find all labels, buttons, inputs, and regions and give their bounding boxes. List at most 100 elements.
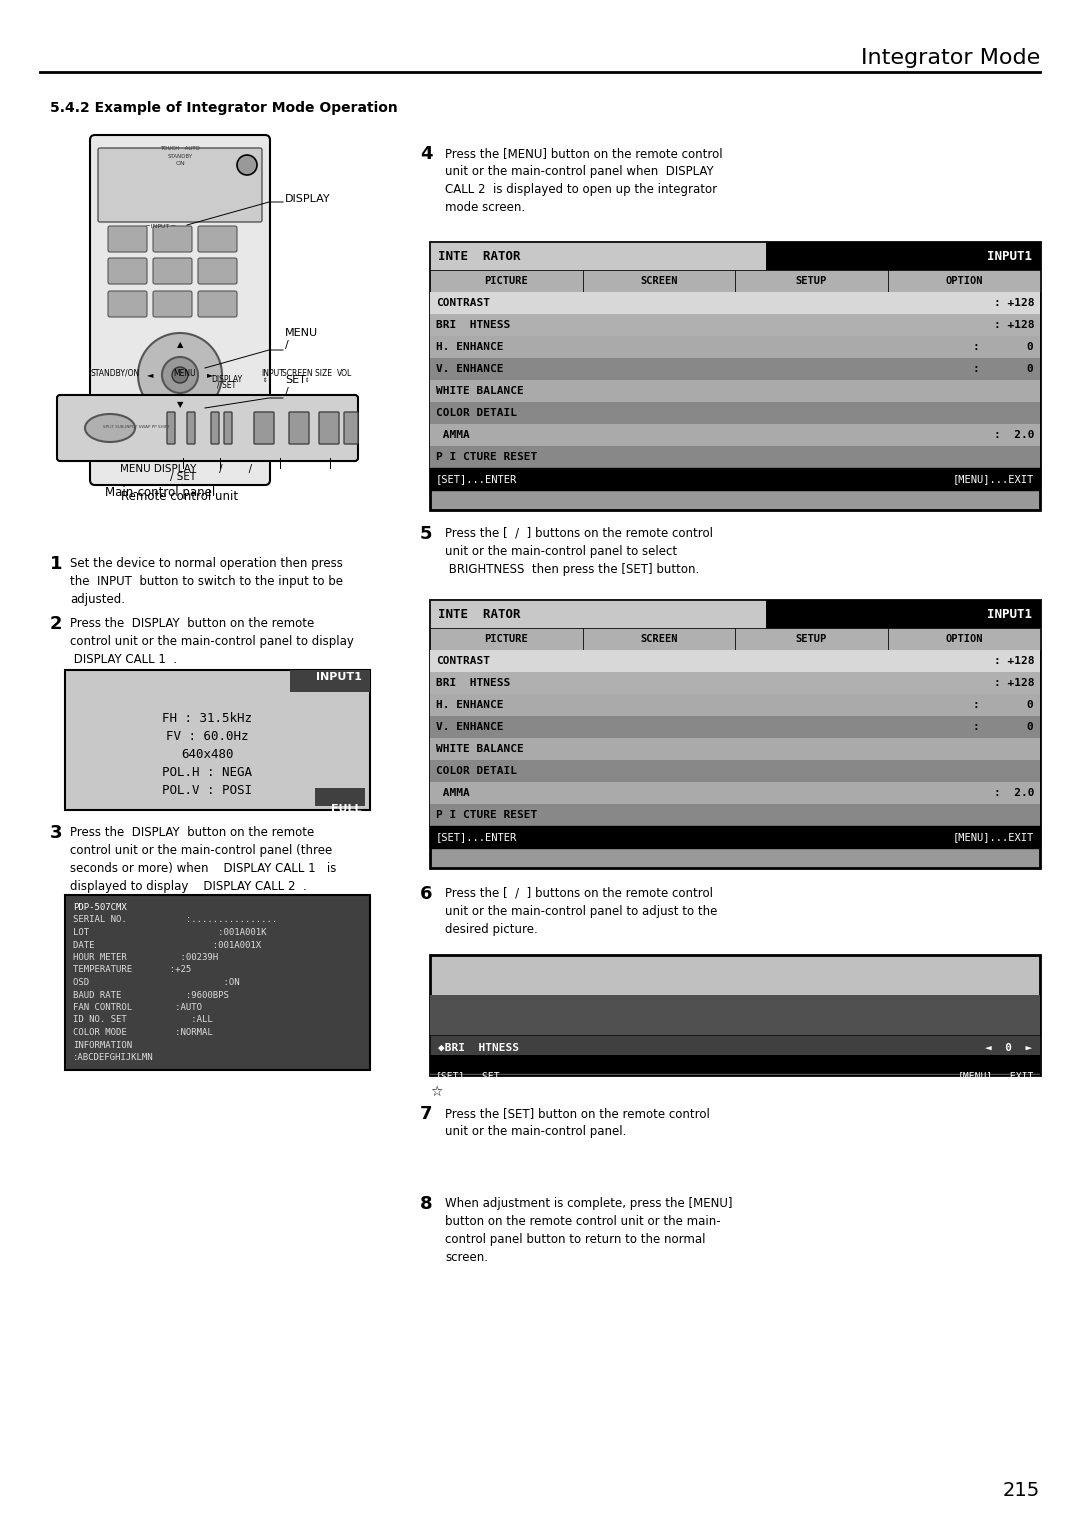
FancyBboxPatch shape [177, 431, 208, 451]
Text: FH : 31.5kHz: FH : 31.5kHz [162, 712, 252, 724]
Circle shape [162, 358, 198, 393]
Text: Press the [  /  ] buttons on the remote control
unit or the main-control panel t: Press the [ / ] buttons on the remote co… [445, 527, 713, 576]
Bar [582, 270, 735, 292]
Text: VOL: VOL [337, 368, 353, 377]
Bar [888, 270, 1040, 292]
Text: INTE  RATOR: INTE RATOR [438, 608, 521, 620]
Text: V. ENHANCE: V. ENHANCE [436, 364, 503, 374]
Text: Press the [  /  ] buttons on the remote control
unit or the main-control panel t: Press the [ / ] buttons on the remote co… [445, 886, 717, 937]
Text: CONTRAST: CONTRAST [436, 656, 490, 666]
Text: 6: 6 [420, 885, 432, 903]
Bar [430, 380, 1040, 402]
Text: SCREEN: SCREEN [640, 277, 677, 286]
Text: MENU DISPLAY       /        /: MENU DISPLAY / / [120, 465, 252, 474]
Bar [430, 601, 766, 628]
Text: P I CTURE RESET: P I CTURE RESET [436, 452, 537, 461]
Text: STANDBY: STANDBY [167, 154, 192, 159]
FancyBboxPatch shape [198, 226, 237, 252]
Bar [430, 402, 1040, 423]
Text: / SET: / SET [170, 472, 197, 481]
Text: : +128: : +128 [994, 678, 1034, 688]
Bar [430, 995, 1040, 1076]
Bar [430, 313, 1040, 336]
FancyBboxPatch shape [90, 134, 270, 484]
Text: POL.H : NEGA: POL.H : NEGA [162, 766, 252, 779]
Text: DATE                      :001A001X: DATE :001A001X [73, 941, 261, 949]
Circle shape [138, 333, 222, 417]
Text: [SET]...SET: [SET]...SET [436, 1071, 501, 1080]
FancyBboxPatch shape [167, 413, 175, 445]
Text: :  2.0: : 2.0 [994, 429, 1034, 440]
Text: 7: 7 [420, 1105, 432, 1123]
Text: ►: ► [206, 370, 213, 379]
FancyBboxPatch shape [153, 258, 192, 284]
Text: INPUT1: INPUT1 [987, 249, 1032, 263]
Text: SERIAL NO.           :................: SERIAL NO. :................ [73, 915, 278, 924]
FancyBboxPatch shape [224, 413, 232, 445]
Text: FAN CONTROL        :AUTO: FAN CONTROL :AUTO [73, 1002, 202, 1012]
Text: SCREEN SIZE: SCREEN SIZE [282, 368, 332, 377]
Text: INPUT1: INPUT1 [316, 672, 362, 681]
Text: Integrator Mode: Integrator Mode [861, 47, 1040, 69]
Text: TOUCH   AUTO: TOUCH AUTO [160, 147, 200, 151]
Text: Main-control panel: Main-control panel [105, 486, 215, 500]
Text: H. ENHANCE: H. ENHANCE [436, 700, 503, 711]
Text: OPTION: OPTION [945, 634, 983, 643]
Text: ⇕: ⇕ [262, 377, 268, 384]
Text: : +128: : +128 [994, 319, 1034, 330]
Ellipse shape [85, 414, 135, 442]
Text: 8: 8 [420, 1195, 433, 1213]
FancyBboxPatch shape [198, 258, 237, 284]
Text: 5: 5 [420, 526, 432, 542]
FancyBboxPatch shape [254, 413, 274, 445]
FancyBboxPatch shape [108, 258, 147, 284]
Text: 5.4.2 Example of Integrator Mode Operation: 5.4.2 Example of Integrator Mode Operati… [50, 101, 397, 115]
Bar [430, 782, 1040, 804]
Text: STANDBY/ON: STANDBY/ON [91, 368, 139, 377]
Bar [430, 241, 1040, 510]
Text: INPUT1: INPUT1 [987, 608, 1032, 620]
Text: [SET]...ENTER: [SET]...ENTER [436, 474, 517, 484]
Text: OSD                         :ON: OSD :ON [73, 978, 240, 987]
Text: 640x480: 640x480 [180, 749, 233, 761]
Text: Remote control unit: Remote control unit [121, 490, 239, 503]
Text: ⇕: ⇕ [305, 377, 309, 384]
Text: CONTRAST: CONTRAST [436, 298, 490, 309]
Text: WHITE BALANCE: WHITE BALANCE [436, 744, 524, 753]
Circle shape [172, 367, 188, 384]
Bar [430, 1034, 1040, 1073]
Text: [MENU]...EXIT: [MENU]...EXIT [953, 474, 1034, 484]
FancyBboxPatch shape [153, 226, 192, 252]
Circle shape [237, 154, 257, 176]
Text: HOUR METER          :00239H: HOUR METER :00239H [73, 953, 218, 963]
Text: Press the  DISPLAY  button on the remote
control unit or the main-control panel : Press the DISPLAY button on the remote c… [70, 827, 336, 892]
Text: PICTURE: PICTURE [484, 277, 528, 286]
Text: :       0: : 0 [973, 700, 1034, 711]
Text: TEMPERATURE       :+25: TEMPERATURE :+25 [73, 966, 191, 975]
Text: BAUD RATE            :9600BPS: BAUD RATE :9600BPS [73, 990, 229, 999]
Text: [SET]...ENTER: [SET]...ENTER [436, 833, 517, 842]
Text: :       0: : 0 [973, 723, 1034, 732]
Bar [430, 738, 1040, 759]
Text: [MENU]...EXIT: [MENU]...EXIT [953, 833, 1034, 842]
Text: :ABCDEFGHIJKLMN: :ABCDEFGHIJKLMN [73, 1053, 153, 1062]
Text: Press the  DISPLAY  button on the remote
control unit or the main-control panel : Press the DISPLAY button on the remote c… [70, 617, 354, 666]
Text: OPTION: OPTION [945, 277, 983, 286]
Bar [430, 955, 1040, 1076]
Text: FV : 60.0Hz: FV : 60.0Hz [165, 730, 248, 743]
Text: SCREEN: SCREEN [640, 634, 677, 643]
Bar [430, 717, 1040, 738]
Text: 3: 3 [50, 824, 63, 842]
Text: SETUP: SETUP [796, 634, 827, 643]
Text: SET
/: SET / [285, 376, 306, 397]
FancyBboxPatch shape [57, 396, 357, 461]
Bar [430, 336, 1040, 358]
Bar [430, 358, 1040, 380]
Text: 4: 4 [420, 145, 432, 163]
Text: ─ INPUT ─: ─ INPUT ─ [145, 225, 175, 229]
Text: ◄  0  ►: ◄ 0 ► [985, 1044, 1032, 1053]
Text: BRI  HTNESS: BRI HTNESS [436, 678, 510, 688]
Text: FULL: FULL [332, 804, 362, 814]
Bar [735, 628, 888, 649]
Text: AMMA: AMMA [436, 429, 470, 440]
